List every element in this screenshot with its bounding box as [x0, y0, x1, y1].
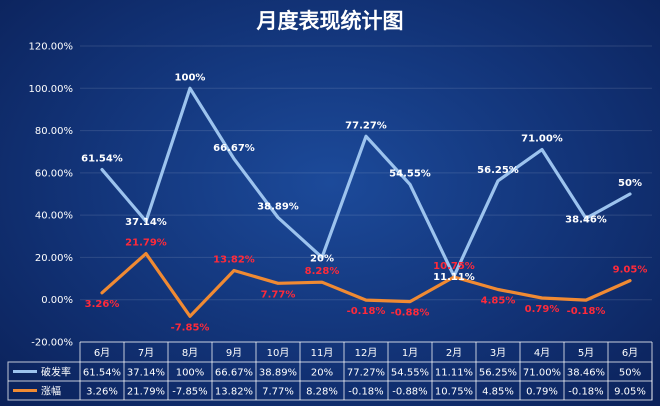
data-label-pofalv: 11.11% [433, 272, 475, 283]
chart-title: 月度表现统计图 [256, 9, 404, 33]
x-category-label: 10月 [267, 347, 290, 359]
y-tick-label: 40.00% [35, 211, 73, 222]
table-cell: 66.67% [215, 368, 253, 379]
data-label-pofalv: 38.89% [257, 201, 299, 212]
x-category-label: 7月 [138, 347, 154, 359]
table-cell: 50% [619, 368, 641, 379]
table-cell: 61.54% [83, 368, 121, 379]
series-line-pofalv [100, 86, 632, 278]
table-cell: 38.46% [567, 368, 605, 379]
y-tick-label: 20.00% [35, 253, 73, 264]
table-cell: 4.85% [482, 387, 514, 398]
data-label-zhangfu: 4.85% [481, 295, 516, 306]
table-cell: 9.05% [614, 387, 646, 398]
legend-name-zhangfu: 涨幅 [41, 385, 61, 398]
series-layer [100, 86, 632, 318]
y-axis-ticks: 120.00% 100.00% 80.00% 60.00% 40.00% 20.00% 0.… [29, 42, 74, 349]
x-category-label: 4月 [534, 347, 550, 359]
table-cell: 7.77% [262, 387, 294, 398]
legend-name-pofalv: 破发率 [41, 366, 71, 379]
x-category-label: 2月 [446, 347, 462, 359]
data-label-zhangfu: 0.79% [525, 304, 560, 315]
data-label-zhangfu: -7.85% [171, 322, 210, 333]
table-cell: 3.26% [86, 387, 118, 398]
data-label-pofalv: 71.00% [521, 134, 563, 145]
data-label-zhangfu: -0.18% [347, 306, 386, 317]
data-label-pofalv: 50% [618, 178, 642, 189]
table-cell: 13.82% [215, 387, 253, 398]
table-cell: 21.79% [127, 387, 165, 398]
data-label-zhangfu: 3.26% [85, 299, 120, 310]
table-cell: 56.25% [479, 368, 517, 379]
table-cell: -7.85% [172, 387, 207, 398]
data-label-zhangfu: 13.82% [213, 254, 255, 265]
data-label-zhangfu: 7.77% [261, 289, 296, 300]
y-tick-label: -20.00% [31, 338, 73, 349]
x-category-label: 1月 [402, 347, 418, 359]
x-category-label: 8月 [182, 347, 198, 359]
y-tick-label: 100.00% [29, 84, 74, 95]
table-cell: 54.55% [391, 368, 429, 379]
table-cell: 100% [176, 368, 205, 379]
x-category-label: 6月 [622, 347, 638, 359]
table-cell: 37.14% [127, 368, 165, 379]
x-category-label: 11月 [311, 347, 334, 359]
series-line-zhangfu [100, 252, 632, 318]
table-cell: 71.00% [523, 368, 561, 379]
data-label-pofalv: 66.67% [213, 143, 255, 154]
table-cell: -0.18% [568, 387, 603, 398]
data-label-zhangfu: 8.28% [305, 266, 340, 277]
x-category-label: 5月 [578, 347, 594, 359]
x-category-label: 6月 [94, 347, 110, 359]
data-label-zhangfu: -0.88% [391, 308, 430, 319]
data-labels: 61.54% 37.14% 100% 66.67% 38.89% 20% 77.27% 54.… [81, 72, 647, 333]
data-label-pofalv: 54.55% [389, 168, 431, 179]
data-label-zhangfu: 21.79% [125, 238, 167, 249]
data-label-pofalv: 100% [175, 72, 206, 83]
table-cell: 38.89% [259, 368, 297, 379]
y-tick-label: 120.00% [29, 42, 74, 53]
data-label-pofalv: 56.25% [477, 165, 519, 176]
data-label-zhangfu: 10.75% [433, 261, 475, 272]
y-tick-label: 0.00% [41, 295, 73, 306]
data-label-pofalv: 38.46% [565, 214, 607, 225]
data-label-zhangfu: -0.18% [567, 306, 606, 317]
table-cell: -0.88% [392, 387, 427, 398]
x-category-label: 3月 [490, 347, 506, 359]
y-tick-label: 60.00% [35, 168, 73, 179]
table-cell: 11.11% [435, 368, 473, 379]
data-label-pofalv: 77.27% [345, 120, 387, 131]
x-category-label: 9月 [226, 347, 242, 359]
data-label-pofalv: 37.14% [125, 217, 167, 228]
table-cell: 20% [311, 368, 333, 379]
data-label-pofalv: 61.54% [81, 154, 123, 165]
table-cell: 8.28% [306, 387, 338, 398]
x-category-label: 12月 [355, 347, 378, 359]
data-label-pofalv: 20% [310, 253, 334, 264]
table-cell: 77.27% [347, 368, 385, 379]
table-cell: 0.79% [526, 387, 558, 398]
y-tick-label: 80.00% [35, 126, 73, 137]
data-label-zhangfu: 9.05% [613, 265, 648, 276]
table-cell: 10.75% [435, 387, 473, 398]
table-cell: -0.18% [348, 387, 383, 398]
